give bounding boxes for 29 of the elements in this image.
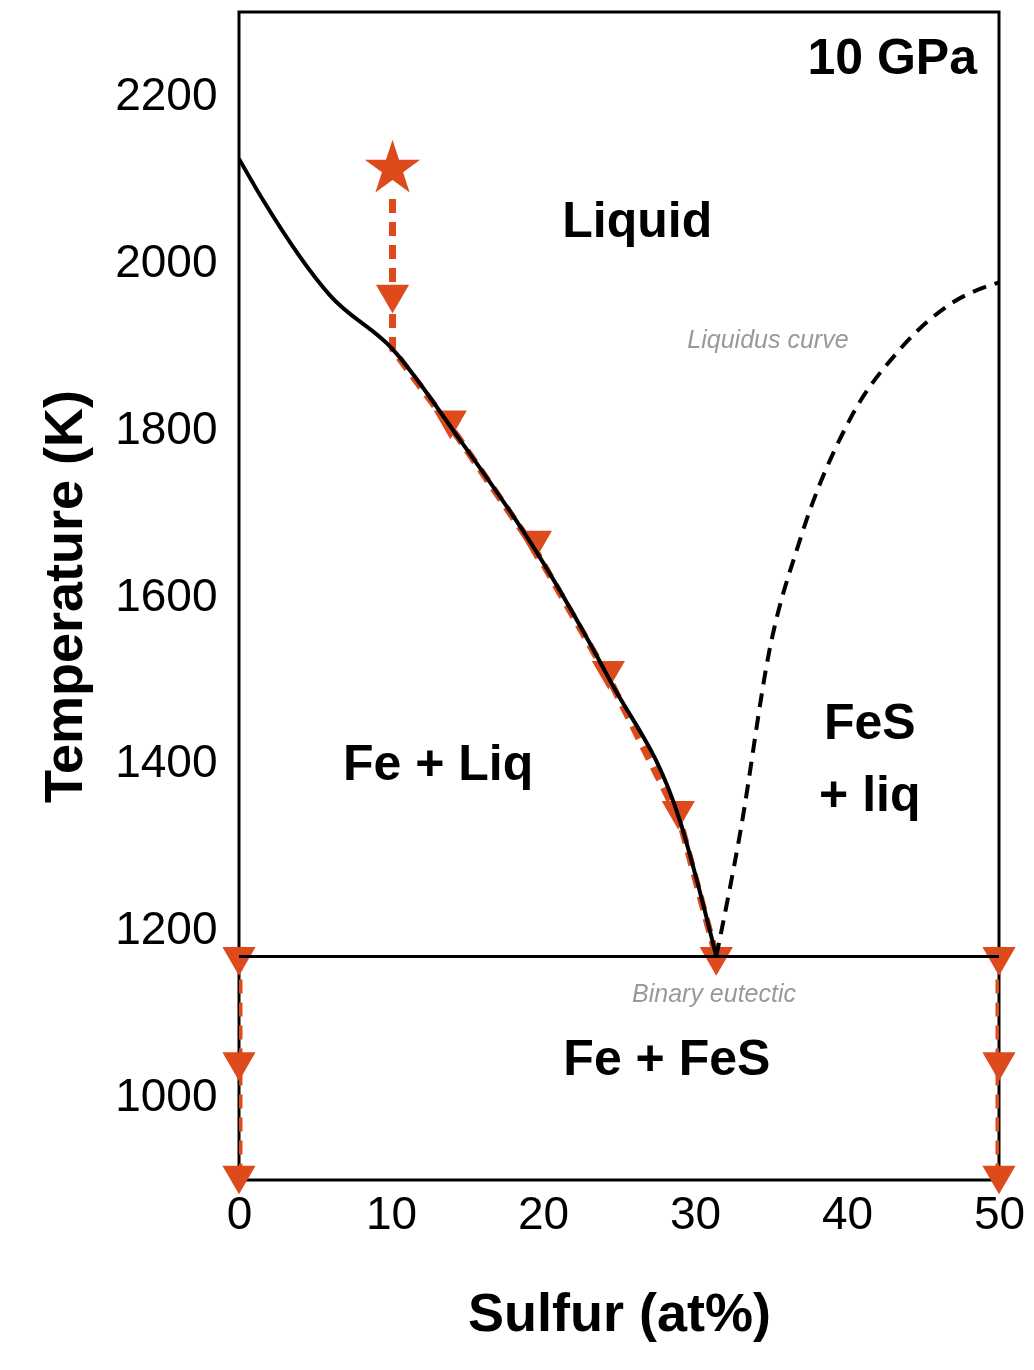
annotation: Liquid [562, 192, 713, 249]
ref-line-label: Binary eutectic [632, 979, 797, 1008]
y-tick-label: 1600 [115, 568, 218, 621]
x-tick-label: 20 [517, 1186, 570, 1239]
point [222, 947, 256, 976]
x-tick-label: 30 [669, 1186, 722, 1239]
y-tick-label: 1400 [115, 735, 218, 788]
y-tick-label: 1800 [115, 401, 218, 454]
annotation: FeS + liq [819, 694, 921, 823]
point [982, 1165, 1016, 1195]
point [982, 1052, 1016, 1081]
point [375, 284, 410, 314]
x-tick-label: 50 [973, 1186, 1026, 1239]
point [222, 1165, 256, 1195]
y-tick-label: 2000 [115, 234, 218, 287]
point [982, 947, 1016, 976]
y-axis-title: Temperature (K) [33, 389, 94, 804]
annotation: 10 GPa [807, 29, 979, 85]
x-tick-label: 0 [226, 1186, 253, 1239]
x-tick-label: 10 [365, 1186, 418, 1239]
annotation: Liquidus curve [687, 325, 849, 354]
y-tick-label: 1200 [115, 902, 218, 955]
y-tick-label: 2200 [115, 67, 218, 120]
annotation: Fe + FeS [563, 1029, 771, 1086]
y-tick-label: 1000 [115, 1069, 218, 1122]
x-axis-title: Sulfur (at%) [468, 1281, 771, 1342]
point [222, 1052, 256, 1081]
annotation: Fe + Liq [342, 735, 534, 792]
x-tick-label: 40 [821, 1186, 874, 1239]
